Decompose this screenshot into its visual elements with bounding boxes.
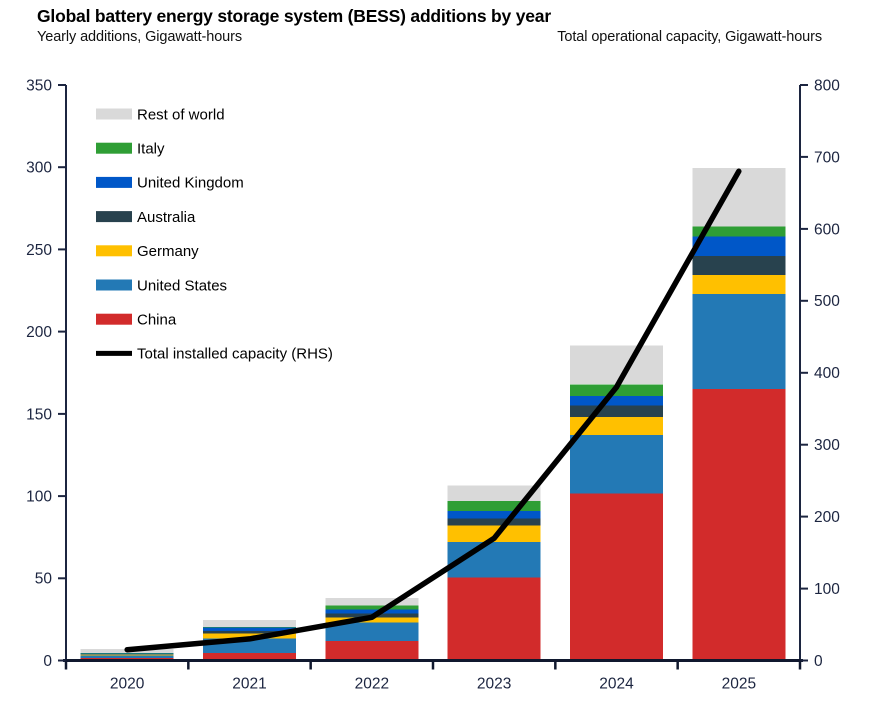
chart-title: Global battery energy storage system (BE… bbox=[37, 6, 551, 26]
bar-segment-united-kingdom-2024 bbox=[570, 395, 663, 406]
x-axis-label-2023: 2023 bbox=[477, 676, 511, 693]
legend-label-united-kingdom: United Kingdom bbox=[137, 175, 244, 192]
left-axis-title: Yearly additions, Gigawatt-hours bbox=[37, 29, 243, 45]
total-installed-capacity-line bbox=[124, 168, 742, 653]
bar-segment-australia-2023 bbox=[447, 518, 541, 526]
right-axis-tick-label: 200 bbox=[814, 509, 840, 526]
right-axis-tick-label: 100 bbox=[814, 581, 840, 598]
bar-segment-china-2021 bbox=[203, 653, 296, 661]
bar-segment-italy-2025 bbox=[692, 226, 786, 237]
left-axis-tick-label: 150 bbox=[26, 406, 52, 423]
bar-segment-rest-of-world-2023 bbox=[447, 485, 541, 501]
legend-swatch-united-kingdom-icon bbox=[96, 176, 132, 188]
legend-label-italy: Italy bbox=[137, 140, 165, 157]
left-axis-tick-label: 200 bbox=[26, 324, 52, 341]
left-axis-tick-label: 300 bbox=[26, 160, 52, 177]
bar-segment-germany-2022 bbox=[325, 617, 419, 623]
right-axis-tick-label: 600 bbox=[814, 221, 840, 238]
bar-segment-united-kingdom-2025 bbox=[692, 236, 786, 256]
bar-segment-united-states-2020 bbox=[80, 655, 174, 659]
bar-segment-united-states-2022 bbox=[325, 622, 419, 641]
bar-segment-australia-2024 bbox=[570, 405, 663, 418]
right-axis-tick-label: 800 bbox=[814, 77, 840, 94]
legend-label-rest-of-world: Rest of world bbox=[137, 106, 225, 123]
x-axis-label-2024: 2024 bbox=[599, 676, 634, 693]
left-axis-tick-label: 50 bbox=[35, 571, 53, 588]
legend-label-total-installed-capacity-rhs-: Total installed capacity (RHS) bbox=[137, 346, 333, 363]
right-axis-tick-label: 500 bbox=[814, 293, 840, 310]
bar-segment-rest-of-world-2025 bbox=[692, 168, 786, 227]
bar-segment-united-states-2024 bbox=[570, 435, 663, 494]
bar-segment-china-2024 bbox=[570, 493, 663, 661]
legend-label-australia: Australia bbox=[137, 209, 196, 226]
right-axis-tick-label: 700 bbox=[814, 149, 840, 166]
right-axis-title: Total operational capacity, Gigawatt-hou… bbox=[557, 29, 822, 45]
x-axis-label-2021: 2021 bbox=[232, 676, 266, 693]
left-axis-tick-label: 100 bbox=[26, 488, 52, 505]
bar-segment-germany-2025 bbox=[692, 274, 786, 294]
bar-segment-united-kingdom-2020 bbox=[80, 653, 174, 655]
legend-swatch-italy-icon bbox=[96, 142, 132, 154]
right-axis-tick-label: 400 bbox=[814, 365, 840, 382]
bar-segment-rest-of-world-2022 bbox=[325, 598, 419, 606]
x-axis-label-2020: 2020 bbox=[110, 676, 145, 693]
bar-segment-australia-2021 bbox=[203, 630, 296, 634]
legend-swatch-rest-of-world-icon bbox=[96, 108, 132, 120]
bar-segment-germany-2021 bbox=[203, 633, 296, 639]
left-axis-tick-label: 250 bbox=[26, 242, 52, 259]
legend-label-china: China bbox=[137, 311, 177, 328]
bar-segment-italy-2021 bbox=[203, 626, 296, 628]
bar-segment-rest-of-world-2024 bbox=[570, 345, 663, 385]
bar-segment-italy-2023 bbox=[447, 501, 541, 511]
bar-segment-germany-2024 bbox=[570, 417, 663, 436]
bar-segment-china-2022 bbox=[325, 640, 419, 661]
legend-swatch-australia-icon bbox=[96, 211, 132, 223]
left-axis-tick-label: 0 bbox=[43, 653, 52, 670]
legend-swatch-china-icon bbox=[96, 313, 132, 325]
bar-segment-united-kingdom-2023 bbox=[447, 510, 541, 519]
bar-segment-china-2023 bbox=[447, 577, 541, 661]
legend-swatch-united-states-icon bbox=[96, 279, 132, 291]
right-axis-tick-label: 300 bbox=[814, 437, 840, 454]
legend-label-germany: Germany bbox=[137, 243, 199, 260]
bar-segment-rest-of-world-2021 bbox=[203, 620, 296, 627]
bar-segment-united-states-2025 bbox=[692, 293, 786, 390]
bar-segment-united-kingdom-2022 bbox=[325, 609, 419, 614]
legend-swatch-germany-icon bbox=[96, 245, 132, 257]
bar-segment-italy-2022 bbox=[325, 605, 419, 610]
bar-segment-united-kingdom-2021 bbox=[203, 627, 296, 631]
x-axis-label-2022: 2022 bbox=[355, 676, 389, 693]
left-axis-tick-label: 350 bbox=[26, 77, 52, 94]
bar-segment-germany-2020 bbox=[80, 654, 174, 656]
legend-label-united-states: United States bbox=[137, 277, 227, 294]
bar-segment-australia-2025 bbox=[692, 256, 786, 275]
x-axis-label-2025: 2025 bbox=[722, 676, 756, 693]
right-axis-tick-label: 0 bbox=[814, 653, 823, 670]
bar-segment-china-2025 bbox=[692, 389, 786, 661]
